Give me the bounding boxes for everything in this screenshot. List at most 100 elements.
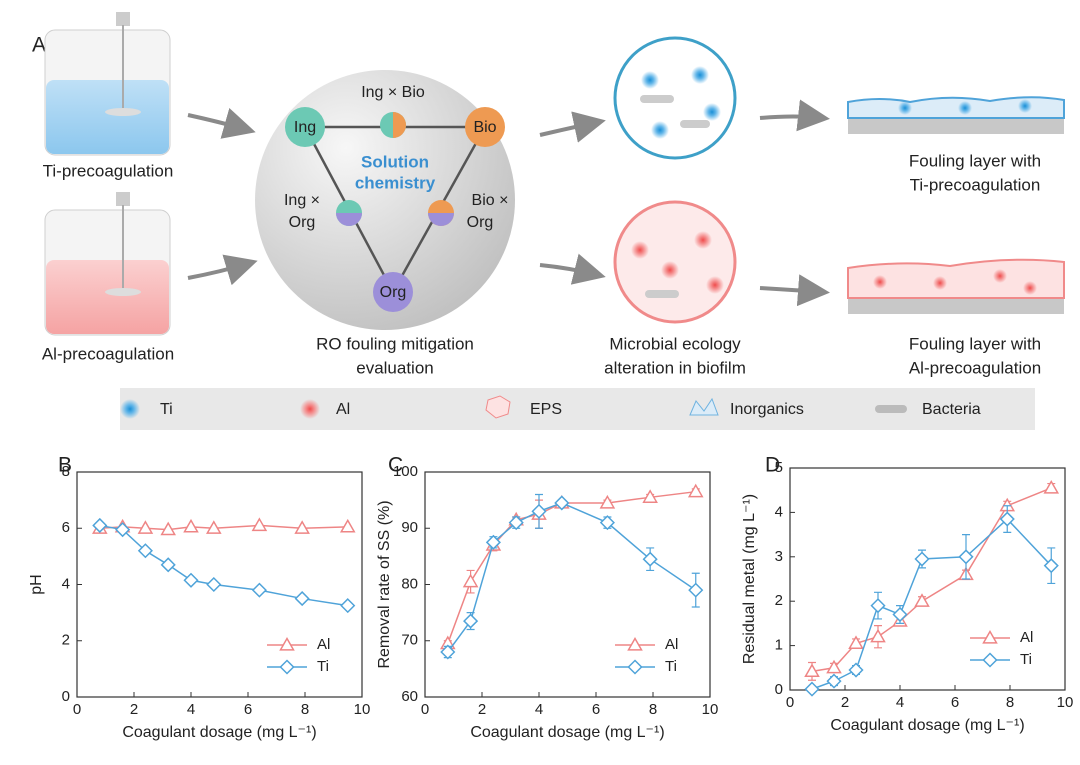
marker (294, 520, 310, 534)
marker (914, 551, 930, 567)
x-tick-label: 2 (841, 694, 849, 711)
legend-label: Al (336, 401, 350, 418)
y-tick-label: 70 (401, 632, 418, 649)
y-tick-label: 2 (775, 592, 783, 609)
beaker (44, 12, 171, 156)
legend-label: Al (665, 636, 678, 653)
y-tick-label: 90 (401, 519, 418, 536)
legend-label: Al (1020, 629, 1033, 646)
marker (1043, 479, 1060, 494)
y-axis-label: pH (28, 574, 45, 594)
marker (92, 517, 108, 533)
marker (183, 572, 199, 588)
marker (688, 582, 704, 598)
marker (251, 517, 268, 532)
caption: evaluation (356, 358, 434, 377)
x-tick-label: 6 (951, 694, 959, 711)
marker (642, 489, 658, 503)
x-tick-label: 4 (896, 694, 904, 711)
marker (870, 598, 886, 614)
legend-label: EPS (530, 401, 562, 418)
marker (160, 557, 176, 573)
x-tick-label: 2 (130, 701, 138, 718)
marker (508, 515, 524, 531)
legend-icon (875, 405, 907, 413)
x-tick-label: 8 (301, 701, 309, 718)
marker (531, 503, 547, 519)
y-tick-label: 80 (401, 575, 418, 592)
marker (892, 606, 908, 623)
y-tick-label: 2 (62, 632, 70, 649)
fouling-layer-al (847, 258, 1065, 314)
marker (554, 495, 570, 511)
node-label: Ing (294, 119, 316, 136)
interaction-label: Bio × (472, 192, 509, 209)
center-label: Solution (361, 152, 429, 171)
legend-icon (300, 399, 320, 419)
marker (440, 644, 456, 660)
marker (599, 494, 616, 509)
caption: Al-precoagulation (42, 344, 174, 363)
caption: RO fouling mitigation (316, 334, 474, 353)
panel-label: C (388, 454, 403, 477)
x-tick-label: 8 (1006, 694, 1014, 711)
series-line (811, 487, 1052, 673)
x-tick-label: 10 (354, 701, 371, 718)
x-tick-label: 0 (73, 701, 81, 718)
marker (914, 593, 930, 607)
caption: Fouling layer with (909, 334, 1041, 353)
legend-icon (120, 399, 140, 419)
x-tick-label: 2 (478, 701, 486, 718)
y-tick-label: 100 (393, 463, 418, 480)
x-tick-label: 6 (592, 701, 600, 718)
series-line (99, 524, 348, 531)
legend-marker (279, 659, 295, 675)
y-tick-label: 4 (775, 503, 783, 520)
x-tick-label: 8 (649, 701, 657, 718)
marker (870, 628, 886, 643)
legend-label: Ti (665, 658, 677, 675)
marker (826, 659, 842, 674)
series-line (447, 502, 697, 653)
legend-label: Ti (160, 401, 173, 418)
x-tick-label: 0 (786, 694, 794, 711)
legend-marker (279, 636, 295, 651)
x-tick-label: 4 (535, 701, 543, 718)
caption: Ti-precoagulation (910, 175, 1041, 194)
marker (115, 522, 131, 538)
beaker (44, 192, 171, 336)
node (285, 107, 325, 147)
marker (848, 662, 864, 678)
interaction-label: Org (467, 214, 494, 231)
series-line (99, 524, 348, 607)
caption: Microbial ecology (609, 334, 741, 353)
y-tick-label: 8 (62, 463, 70, 480)
y-tick-label: 5 (775, 459, 783, 476)
yin-yang (336, 112, 454, 226)
legend-label: Ti (1020, 651, 1032, 668)
y-tick-label: 1 (775, 637, 783, 654)
fouling-layer-ti (847, 96, 1065, 134)
marker (462, 573, 479, 588)
marker (206, 576, 222, 593)
legend-icon (689, 397, 719, 416)
marker (848, 635, 864, 650)
caption: Al-precoagulation (909, 358, 1041, 377)
legend-marker (627, 659, 643, 675)
marker (137, 520, 154, 534)
x-tick-label: 4 (187, 701, 195, 718)
node-label: Bio (473, 119, 496, 136)
marker (687, 483, 704, 498)
marker (160, 521, 176, 536)
series-line (447, 490, 696, 644)
marker (463, 613, 479, 629)
marker (137, 543, 153, 559)
marker (339, 518, 356, 533)
y-axis-label: Removal rate of SS (%) (376, 500, 393, 668)
legend-label: Al (317, 636, 330, 653)
legend-marker (982, 629, 998, 644)
caption: alteration in biofilm (604, 358, 746, 377)
marker (826, 673, 842, 689)
y-tick-label: 4 (62, 575, 70, 592)
